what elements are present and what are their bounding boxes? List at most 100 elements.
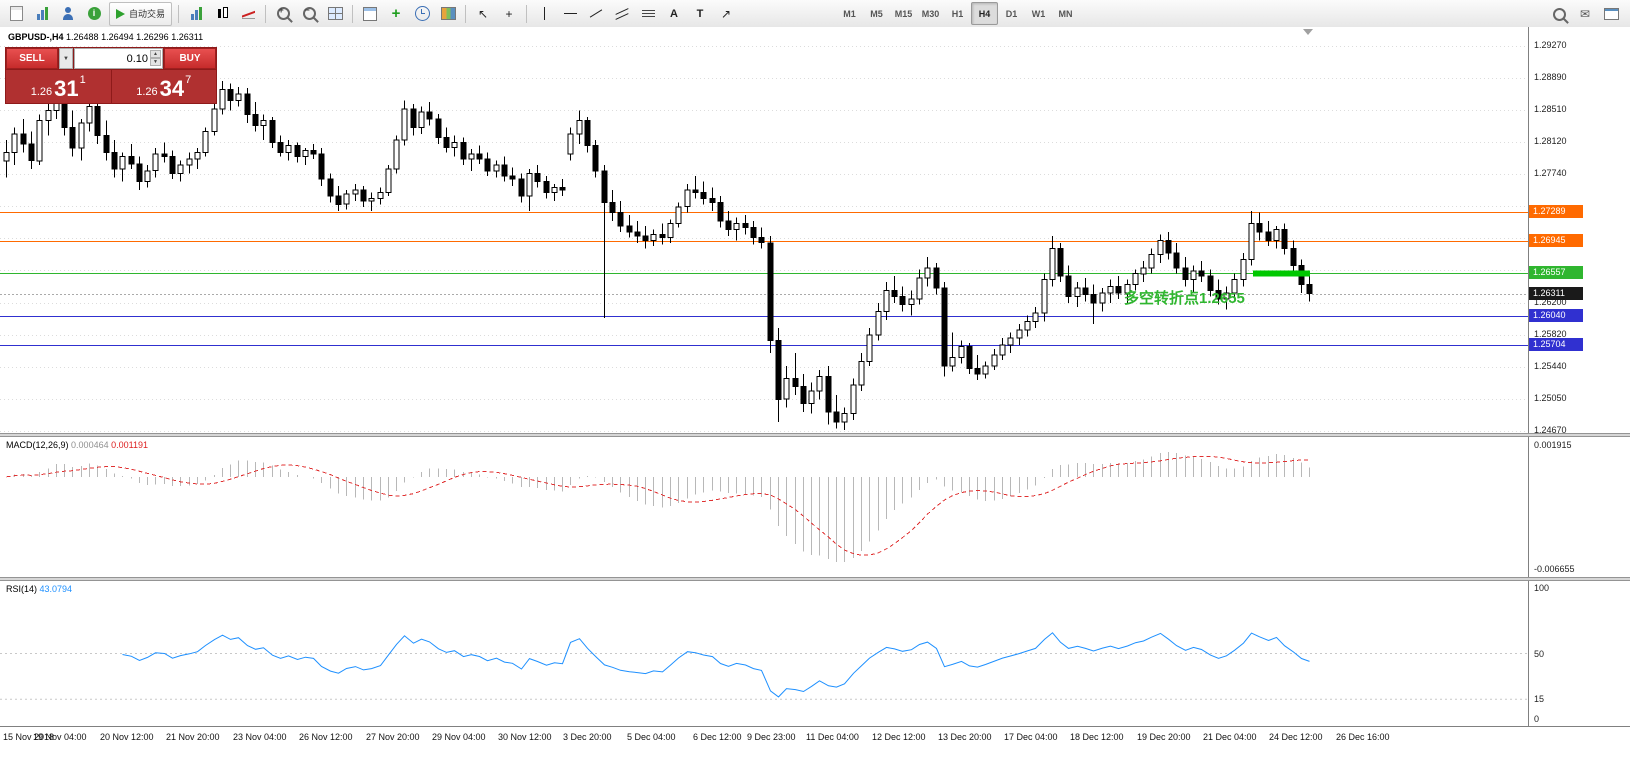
toolbar-separator (265, 4, 267, 23)
crosshair-tool-button[interactable]: + (497, 2, 521, 26)
text-tool[interactable]: A (662, 2, 686, 26)
channel-tool[interactable] (610, 2, 634, 26)
timeframe-h1[interactable]: H1 (951, 8, 964, 19)
bars-icon (190, 7, 202, 20)
candlestick-chart[interactable] (0, 27, 1528, 433)
time-axis-label: 29 Nov 04:00 (432, 732, 486, 742)
play-icon (116, 8, 125, 19)
label-tool-icon: T (696, 7, 704, 20)
auto-arrange-button[interactable] (358, 2, 382, 26)
timeframe-d1[interactable]: D1 (1005, 8, 1018, 19)
time-axis[interactable]: 15 Nov 2018 19 Nov 04:00 20 Nov 12:00 21 No… (0, 726, 1630, 749)
fibonacci-icon (641, 10, 655, 17)
autotrading-button[interactable]: 自动交易 (109, 1, 173, 26)
hline-price-badge[interactable]: 1.26945 (1529, 233, 1583, 247)
sell-button[interactable]: SELL (6, 48, 58, 69)
timeframe-h4[interactable]: H4 (971, 2, 998, 25)
zoom-in-button[interactable]: + (271, 2, 295, 26)
chart-annotation-text[interactable]: 多空转折点1.2655 (1124, 290, 1245, 307)
arrows-tool[interactable]: ↗ (714, 2, 738, 26)
new-order-button[interactable] (4, 2, 28, 26)
vertical-line-tool[interactable] (532, 2, 556, 26)
hline-price-badge[interactable]: 1.26040 (1529, 309, 1583, 323)
chart-shift-marker[interactable] (1303, 29, 1313, 35)
community-button[interactable] (56, 2, 80, 26)
rsi-panel[interactable]: RSI(14) 43.0794 (0, 581, 1528, 726)
volume-up-button[interactable]: ▲ (150, 50, 161, 58)
bid-price-display[interactable]: 1.26 31 1 (6, 70, 111, 103)
hline-price-badge[interactable]: 1.27289 (1529, 204, 1583, 218)
chart-type-bars-button[interactable] (184, 2, 208, 26)
time-axis-label: 11 Dec 04:00 (806, 732, 859, 742)
timeframe-w1[interactable]: W1 (1031, 8, 1046, 19)
ask-pipette: 7 (185, 74, 192, 86)
rsi-name: RSI(14) (6, 584, 38, 594)
new-chart-button[interactable] (30, 2, 54, 26)
zoom-in-icon: + (276, 5, 290, 20)
time-axis-label: 27 Nov 20:00 (366, 732, 420, 742)
time-axis-label: 18 Dec 12:00 (1070, 732, 1124, 742)
price-chart[interactable]: GBPUSD-,H4 1.26488 1.26494 1.26296 1.263… (0, 27, 1528, 433)
price-axis-label: 1.28120 (1534, 136, 1567, 147)
buy-button[interactable]: BUY (164, 48, 216, 69)
zoom-out-button[interactable]: − (297, 2, 321, 26)
fibonacci-tool[interactable] (636, 2, 660, 26)
cursor-icon: ↖ (477, 6, 489, 21)
search-button[interactable] (1547, 2, 1571, 26)
trendline-tool[interactable] (584, 2, 608, 26)
new-window-button[interactable] (1599, 2, 1623, 26)
volume-dropdown-button[interactable]: ▼ (59, 48, 73, 69)
time-axis-label: 19 Dec 20:00 (1137, 732, 1191, 742)
macd-panel[interactable]: MACD(12,26,9) 0.000464 0.001191 (0, 437, 1528, 577)
mailbox-button[interactable]: ✉ (1573, 2, 1597, 26)
volume-down-button[interactable]: ▼ (150, 58, 161, 66)
time-axis-label: 12 Dec 12:00 (872, 732, 926, 742)
ohlc-low: 1.26296 (136, 32, 169, 42)
one-click-trading-panel: SELL ▼ ▲ ▼ BUY 1.26 31 1 1.26 34 7 (5, 47, 217, 104)
timeframe-mn[interactable]: MN (1058, 8, 1073, 19)
price-axis-label: 1.25050 (1534, 393, 1567, 404)
macd-name: MACD(12,26,9) (6, 440, 69, 450)
time-axis-label: 15 Nov 2018 (3, 732, 55, 742)
text-tool-icon: A (670, 7, 678, 20)
volume-input[interactable] (75, 51, 162, 66)
time-axis-label: 13 Dec 20:00 (938, 732, 992, 742)
chart-type-candles-button[interactable] (210, 2, 234, 26)
price-axis-label: 1.24670 (1534, 425, 1567, 436)
window-icon (1603, 8, 1619, 20)
panel-divider[interactable] (0, 577, 1630, 581)
bid-prefix: 1.26 (30, 86, 53, 98)
help-button[interactable] (82, 2, 106, 26)
periods-button[interactable] (410, 2, 434, 26)
templates-button[interactable] (436, 2, 460, 26)
main-toolbar: 自动交易 + − + ↖ + A T ↗ M1 M5 M15 M30 H1 H4 D1 W1 M… (0, 0, 1630, 28)
panel-divider[interactable] (0, 433, 1630, 437)
price-axis-label: 1.27740 (1534, 168, 1567, 179)
hline-price-badge[interactable]: 1.26557 (1529, 266, 1583, 280)
toolbar-left-group: 自动交易 + − + ↖ + A T ↗ (0, 1, 739, 26)
price-axis-label: 1.28890 (1534, 71, 1567, 82)
symbol-header: GBPUSD-,H4 1.26488 1.26494 1.26296 1.263… (8, 32, 203, 42)
price-axis[interactable]: 1.29270 1.28890 1.28510 1.28120 1.27740 1.262… (1528, 27, 1630, 726)
timeframe-m15[interactable]: M15 (894, 8, 913, 19)
macd-main-value: 0.000464 (71, 440, 109, 450)
new-order-icon (9, 6, 23, 21)
timeframe-m30[interactable]: M30 (921, 8, 940, 19)
label-tool[interactable]: T (688, 2, 712, 26)
time-axis-label: 23 Nov 04:00 (233, 732, 287, 742)
indicators-button[interactable]: + (384, 2, 408, 26)
timeframe-m1[interactable]: M1 (843, 8, 856, 19)
cursor-tool-button[interactable]: ↖ (471, 2, 495, 26)
hline-price-badge[interactable]: 1.25704 (1529, 337, 1583, 351)
price-axis-label: 1.28510 (1534, 103, 1567, 114)
chart-type-line-button[interactable] (236, 2, 260, 26)
toolbar-separator (178, 4, 180, 23)
tile-windows-button[interactable] (323, 2, 347, 26)
timeframe-m5[interactable]: M5 (870, 8, 883, 19)
bid-price-badge: 1.26311 (1529, 286, 1583, 300)
time-axis-label: 9 Dec 23:00 (747, 732, 796, 742)
ask-price-display[interactable]: 1.26 34 7 (111, 70, 216, 103)
price-axis-label: 1.25440 (1534, 360, 1567, 371)
ohlc-open: 1.26488 (66, 32, 99, 42)
horizontal-line-tool[interactable] (558, 2, 582, 26)
